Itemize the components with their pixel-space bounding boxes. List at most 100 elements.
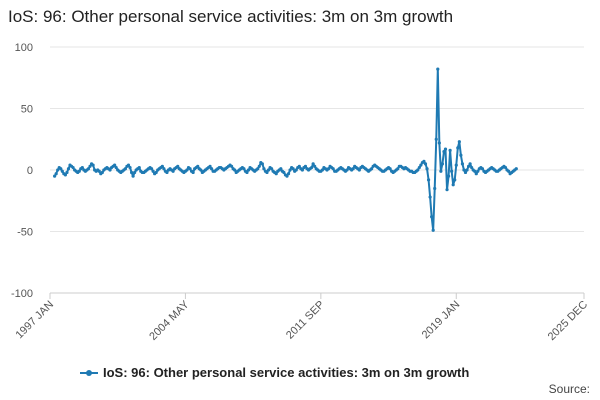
data-point <box>396 167 400 171</box>
data-point <box>474 172 478 176</box>
data-point <box>286 172 291 176</box>
data-point <box>300 168 304 172</box>
legend-label: IoS: 96: Other personal service activiti… <box>103 365 470 380</box>
data-point <box>154 170 158 175</box>
data-point <box>326 167 331 171</box>
data-point <box>419 163 423 167</box>
data-point <box>417 165 421 170</box>
data-point <box>294 168 298 172</box>
data-point <box>428 195 432 199</box>
data-point <box>433 186 437 191</box>
data-point <box>459 153 463 157</box>
data-point <box>188 167 192 171</box>
data-point <box>208 164 212 168</box>
y-tick-label: -50 <box>17 227 33 239</box>
data-point <box>320 168 324 172</box>
data-point <box>274 172 278 176</box>
data-point <box>282 170 286 175</box>
data-point <box>196 164 200 168</box>
data-point <box>80 165 84 170</box>
data-point <box>260 162 264 166</box>
data-point <box>63 173 67 177</box>
data-point <box>279 167 283 171</box>
data-point <box>431 228 435 232</box>
data-point <box>388 167 392 171</box>
x-tick-label: 1997 JAN <box>13 299 56 342</box>
data-point <box>313 164 317 168</box>
data-point <box>351 167 355 171</box>
data-point <box>60 169 64 173</box>
data-point <box>262 167 266 171</box>
data-point <box>311 162 315 166</box>
data-point <box>480 167 485 171</box>
data-point <box>445 188 449 192</box>
data-point <box>430 215 434 219</box>
data-point <box>151 169 155 173</box>
x-tick-label: 2011 SEP <box>284 299 327 342</box>
data-point <box>209 167 214 171</box>
x-tick-labels: 1997 JAN 2004 MAY 2011 SEP 2019 JAN 2025 DEC <box>13 298 590 343</box>
data-point <box>246 168 251 172</box>
data-point <box>229 164 234 168</box>
data-point <box>310 165 314 170</box>
data-point <box>257 164 261 168</box>
source-label: Source: <box>548 382 590 396</box>
data-point <box>131 174 135 178</box>
data-point <box>114 165 118 170</box>
data-point <box>454 163 458 167</box>
data-point <box>466 164 471 168</box>
data-point <box>97 169 101 173</box>
y-tick-label: 0 <box>27 165 33 177</box>
data-point <box>86 167 91 171</box>
y-tick-labels: 100 50 0 -50 -100 <box>11 42 33 300</box>
data-point <box>288 168 292 172</box>
data-point <box>465 168 469 172</box>
legend-line-marker-icon <box>80 368 98 378</box>
data-point <box>137 165 141 170</box>
data-point <box>113 163 117 167</box>
data-point <box>128 165 132 170</box>
data-point <box>426 178 431 182</box>
data-point <box>514 167 518 171</box>
data-point <box>191 170 195 175</box>
data-point <box>56 168 60 172</box>
data-point <box>77 169 81 173</box>
data-point <box>450 169 454 173</box>
data-point <box>285 174 289 178</box>
data-point <box>66 167 71 171</box>
data-point <box>65 170 69 175</box>
data-point <box>434 137 438 141</box>
data-point <box>88 164 92 168</box>
legend-dot <box>86 369 92 376</box>
data-point <box>176 164 180 168</box>
data-point <box>446 174 451 178</box>
data-point <box>245 170 249 175</box>
data-point <box>160 164 164 168</box>
data-point <box>133 170 137 175</box>
data-point <box>463 170 468 175</box>
data-point <box>345 168 349 172</box>
data-point <box>266 168 271 172</box>
data-point <box>91 163 95 167</box>
x-tick-label: 2019 JAN <box>420 299 463 342</box>
series-line <box>53 68 517 232</box>
data-point <box>59 167 63 171</box>
data-point <box>129 170 134 175</box>
data-point <box>291 167 295 171</box>
data-point <box>460 162 465 166</box>
data-point <box>503 165 508 170</box>
data-point <box>422 159 426 163</box>
data-point <box>468 162 472 166</box>
data-point <box>473 169 477 173</box>
data-point <box>457 140 461 144</box>
data-point <box>423 162 428 166</box>
data-point <box>416 168 420 172</box>
series-group <box>53 67 518 232</box>
data-point <box>256 167 260 171</box>
data-point <box>462 168 466 172</box>
data-point <box>448 148 452 152</box>
data-point <box>437 141 441 145</box>
data-point <box>165 170 169 175</box>
legend[interactable]: IoS: 96: Other personal service activiti… <box>80 365 469 380</box>
data-point <box>100 170 104 175</box>
